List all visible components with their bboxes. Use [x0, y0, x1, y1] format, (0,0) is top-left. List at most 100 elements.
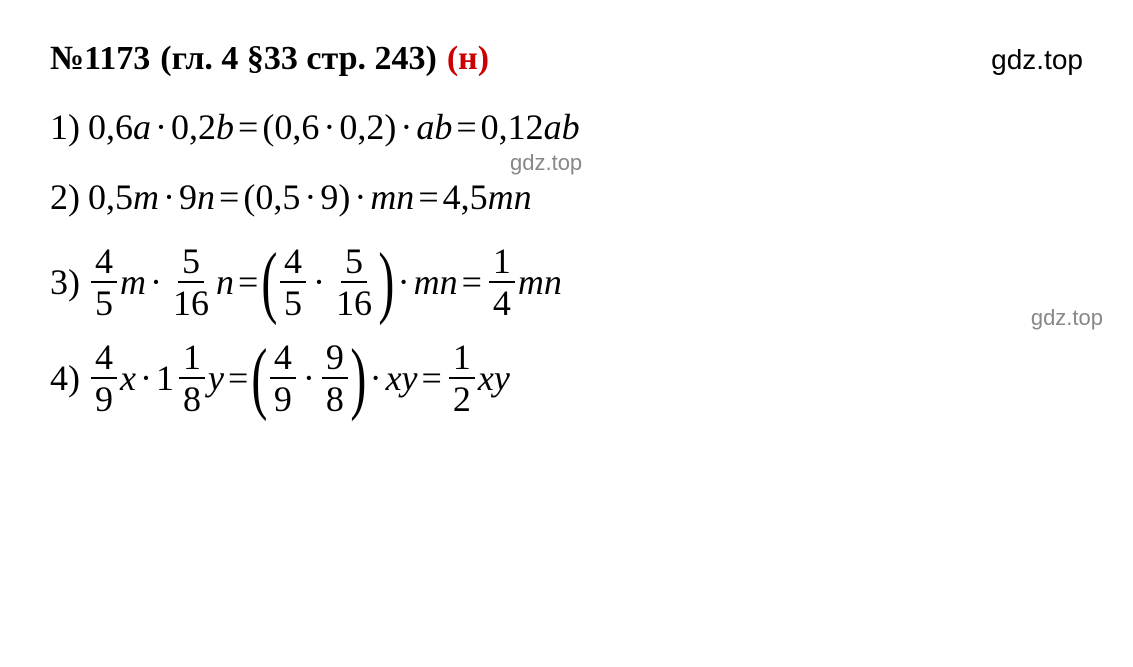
dot-op: · — [398, 261, 410, 303]
fraction: 1 4 — [489, 243, 515, 321]
equation-line-2: 2) 0,5 m · 9 n = ( 0,5 · 9 ) · mn = 4,5 … — [50, 172, 1083, 222]
denominator: 2 — [449, 379, 475, 417]
var: ab — [544, 102, 580, 152]
var: b — [216, 102, 234, 152]
var: mn — [518, 261, 562, 303]
denominator: 16 — [332, 283, 376, 321]
index: 2) — [50, 172, 80, 222]
fraction: 5 16 — [332, 243, 376, 321]
numerator: 1 — [489, 243, 515, 283]
dot-op: · — [140, 357, 152, 399]
problem-number: №1173 — [50, 40, 150, 78]
mixed-number: 1 1 8 — [156, 339, 208, 417]
big-rparen: ) — [350, 346, 366, 410]
chapter-ref: (гл. 4 §33 стр. 243) — [160, 40, 437, 78]
fraction: 4 9 — [270, 339, 296, 417]
index: 1) — [50, 102, 80, 152]
denominator: 16 — [169, 283, 213, 321]
watermark-top: gdz.top — [991, 44, 1083, 76]
fraction: 9 8 — [322, 339, 348, 417]
coef: 0,5 — [255, 172, 300, 222]
coef: 0,6 — [88, 102, 133, 152]
var: m — [120, 261, 146, 303]
numerator: 5 — [341, 243, 367, 283]
dot-op: · — [304, 172, 316, 222]
eq-op: = — [219, 172, 239, 222]
dot-op: · — [155, 102, 167, 152]
numerator: 5 — [178, 243, 204, 283]
fraction: 4 9 — [91, 339, 117, 417]
var: a — [133, 102, 151, 152]
eq-op: = — [238, 102, 258, 152]
var: xy — [386, 357, 418, 399]
whole-part: 1 — [156, 357, 174, 399]
fraction: 5 16 — [169, 243, 213, 321]
coef: 4,5 — [443, 172, 488, 222]
marker-red: (н) — [447, 40, 489, 78]
numerator: 4 — [91, 243, 117, 283]
index: 3) — [50, 261, 80, 303]
var: mn — [488, 172, 532, 222]
numerator: 1 — [179, 339, 205, 379]
var: x — [120, 357, 136, 399]
var: m — [133, 172, 159, 222]
fraction: 4 5 — [280, 243, 306, 321]
dot-op: · — [313, 261, 325, 303]
denominator: 5 — [280, 283, 306, 321]
numerator: 4 — [91, 339, 117, 379]
denominator: 8 — [322, 379, 348, 417]
var: mn — [370, 172, 414, 222]
denominator: 9 — [270, 379, 296, 417]
coef: 0,6 — [274, 102, 319, 152]
paren-group: ( 4 5 · 5 16 ) — [262, 243, 393, 321]
eq-op: = — [228, 357, 248, 399]
equation-line-4: 4) 4 9 x · 1 1 8 y = ( 4 9 · 9 8 ) · xy … — [50, 339, 1083, 417]
big-lparen: ( — [262, 250, 278, 314]
rparen: ) — [338, 172, 350, 222]
coef: 0,5 — [88, 172, 133, 222]
numerator: 4 — [280, 243, 306, 283]
var: xy — [478, 357, 510, 399]
denominator: 4 — [489, 283, 515, 321]
eq-op: = — [238, 261, 258, 303]
coef: 0,12 — [481, 102, 544, 152]
eq-op: = — [418, 172, 438, 222]
lparen: ( — [262, 102, 274, 152]
dot-op: · — [163, 172, 175, 222]
eq-op: = — [462, 261, 482, 303]
numerator: 4 — [270, 339, 296, 379]
paren-group: ( 4 9 · 9 8 ) — [252, 339, 365, 417]
denominator: 8 — [179, 379, 205, 417]
dot-op: · — [303, 357, 315, 399]
equation-line-1: 1) 0,6 a · 0,2 b = ( 0,6 · 0,2 ) · ab = … — [50, 102, 1083, 152]
var: y — [208, 357, 224, 399]
coef: 0,2 — [339, 102, 384, 152]
dot-op: · — [400, 102, 412, 152]
var: n — [216, 261, 234, 303]
problem-heading: №1173 (гл. 4 §33 стр. 243) (н) gdz.top — [50, 40, 1083, 78]
rparen: ) — [384, 102, 396, 152]
watermark-right: gdz.top — [1031, 305, 1103, 331]
equation-line-3: 3) 4 5 m · 5 16 n = ( 4 5 · 5 16 ) · mn … — [50, 243, 1083, 321]
var: mn — [414, 261, 458, 303]
heading-left: №1173 (гл. 4 §33 стр. 243) (н) — [50, 40, 489, 78]
denominator: 5 — [91, 283, 117, 321]
var: ab — [416, 102, 452, 152]
eq-op: = — [456, 102, 476, 152]
coef: 0,2 — [171, 102, 216, 152]
numerator: 1 — [449, 339, 475, 379]
dot-op: · — [354, 172, 366, 222]
numerator: 9 — [322, 339, 348, 379]
dot-op: · — [323, 102, 335, 152]
big-lparen: ( — [252, 346, 268, 410]
denominator: 9 — [91, 379, 117, 417]
var: n — [197, 172, 215, 222]
coef: 9 — [179, 172, 197, 222]
watermark-mid: gdz.top — [510, 148, 582, 179]
big-rparen: ) — [378, 250, 394, 314]
fraction: 4 5 — [91, 243, 117, 321]
lparen: ( — [243, 172, 255, 222]
eq-op: = — [422, 357, 442, 399]
dot-op: · — [150, 261, 162, 303]
dot-op: · — [370, 357, 382, 399]
